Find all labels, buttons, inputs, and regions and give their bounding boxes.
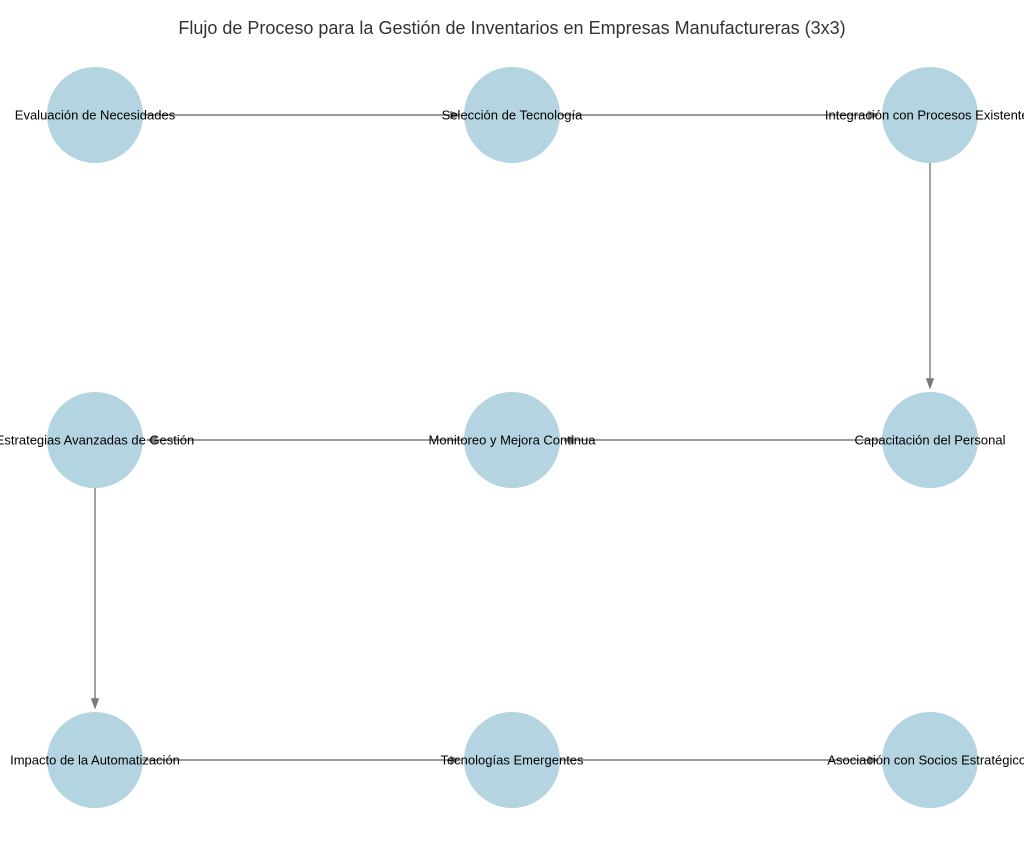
flow-node-label: Evaluación de Necesidades: [15, 108, 175, 123]
flow-node-label: Selección de Tecnología: [442, 108, 583, 123]
flow-node-label: Estrategias Avanzadas de Gestión: [0, 433, 194, 448]
flow-node-label: Tecnologías Emergentes: [440, 753, 583, 768]
flow-node-label: Monitoreo y Mejora Continua: [429, 433, 596, 448]
flow-node-label: Capacitación del Personal: [854, 433, 1005, 448]
flow-node-label: Asociación con Socios Estratégicos: [827, 753, 1024, 768]
node-layer: Evaluación de Necesidades Selección de Te…: [0, 0, 1024, 850]
flow-node-label: Impacto de la Automatización: [10, 753, 180, 768]
flow-node-label: Integración con Procesos Existentes: [825, 108, 1024, 123]
